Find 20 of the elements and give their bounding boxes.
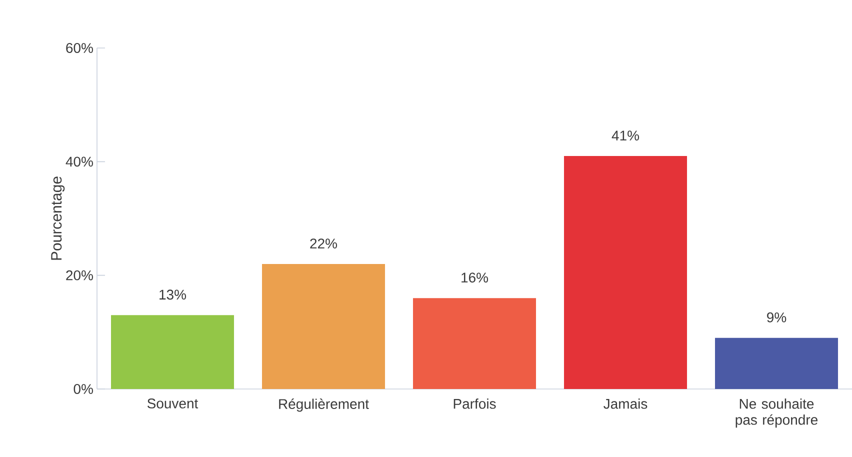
data-label: 41% <box>612 130 640 140</box>
y-tick-label: 20% <box>66 270 93 280</box>
bar <box>715 338 838 389</box>
bar <box>111 315 234 389</box>
y-axis-title: Pourcentage <box>51 176 65 260</box>
x-tick-label: Ne souhaite pas répondre <box>736 398 818 428</box>
x-tick-label: Régulièrement <box>279 398 369 412</box>
x-tick-label: Jamais <box>604 398 648 409</box>
y-tick-label: 0% <box>74 384 93 394</box>
x-tick-label: Parfois <box>454 398 496 409</box>
data-label: 16% <box>462 272 488 283</box>
x-tick-label: Souvent <box>147 398 198 408</box>
bar <box>262 264 386 389</box>
y-tick-label: 60% <box>66 43 93 53</box>
data-label: 13% <box>160 290 186 300</box>
data-label: 22% <box>310 238 338 248</box>
data-label: 9% <box>767 312 786 322</box>
bar <box>564 156 688 389</box>
bar <box>413 298 536 389</box>
y-tick-label: 40% <box>66 156 93 167</box>
